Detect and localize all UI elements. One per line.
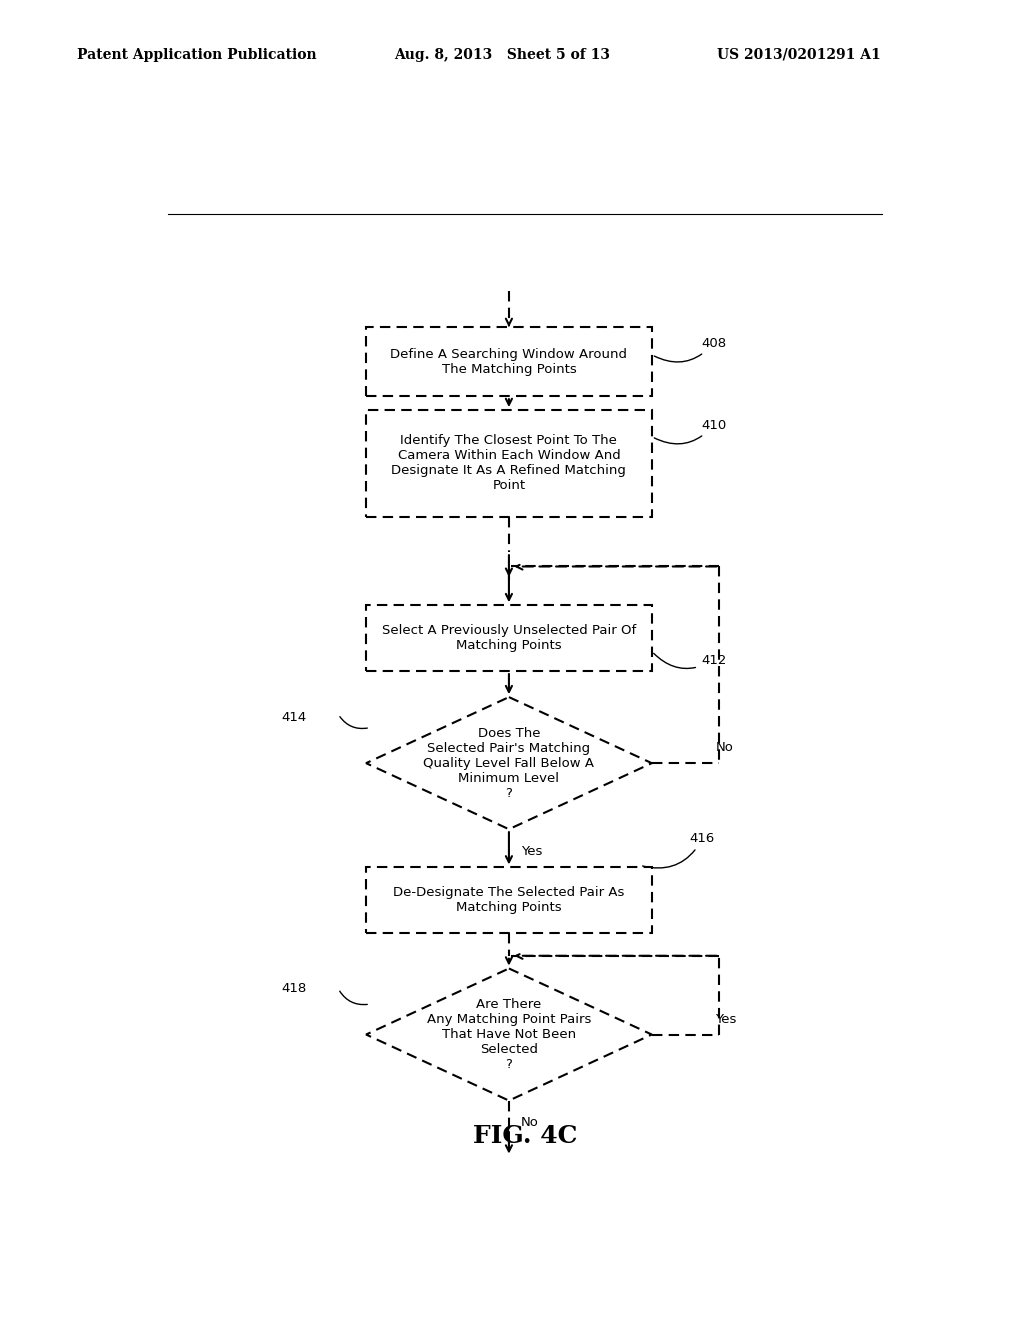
Text: Select A Previously Unselected Pair Of
Matching Points: Select A Previously Unselected Pair Of M… — [382, 624, 636, 652]
Text: FIG. 4C: FIG. 4C — [472, 1125, 578, 1148]
Text: Aug. 8, 2013   Sheet 5 of 13: Aug. 8, 2013 Sheet 5 of 13 — [394, 48, 610, 62]
Text: No: No — [715, 742, 733, 755]
Text: Patent Application Publication: Patent Application Publication — [77, 48, 316, 62]
Polygon shape — [367, 969, 651, 1101]
Text: 412: 412 — [653, 653, 726, 668]
Text: 410: 410 — [654, 418, 726, 444]
Text: 416: 416 — [643, 832, 715, 869]
Text: US 2013/0201291 A1: US 2013/0201291 A1 — [717, 48, 881, 62]
Bar — [367, 411, 651, 516]
Bar — [367, 867, 651, 933]
Text: No: No — [521, 1117, 539, 1130]
Bar — [367, 327, 651, 396]
Bar — [367, 605, 651, 671]
Text: Yes: Yes — [521, 845, 542, 858]
Text: 414: 414 — [282, 711, 306, 723]
Text: Are There
Any Matching Point Pairs
That Have Not Been
Selected
?: Are There Any Matching Point Pairs That … — [427, 998, 591, 1071]
Text: De-Designate The Selected Pair As
Matching Points: De-Designate The Selected Pair As Matchi… — [393, 886, 625, 915]
Text: 408: 408 — [654, 337, 726, 362]
Text: Define A Searching Window Around
The Matching Points: Define A Searching Window Around The Mat… — [390, 347, 628, 376]
Text: Does The
Selected Pair's Matching
Quality Level Fall Below A
Minimum Level
?: Does The Selected Pair's Matching Qualit… — [424, 726, 594, 800]
Text: Identify The Closest Point To The
Camera Within Each Window And
Designate It As : Identify The Closest Point To The Camera… — [391, 434, 627, 492]
Text: 418: 418 — [282, 982, 306, 995]
Polygon shape — [367, 697, 651, 829]
Text: Yes: Yes — [715, 1012, 736, 1026]
